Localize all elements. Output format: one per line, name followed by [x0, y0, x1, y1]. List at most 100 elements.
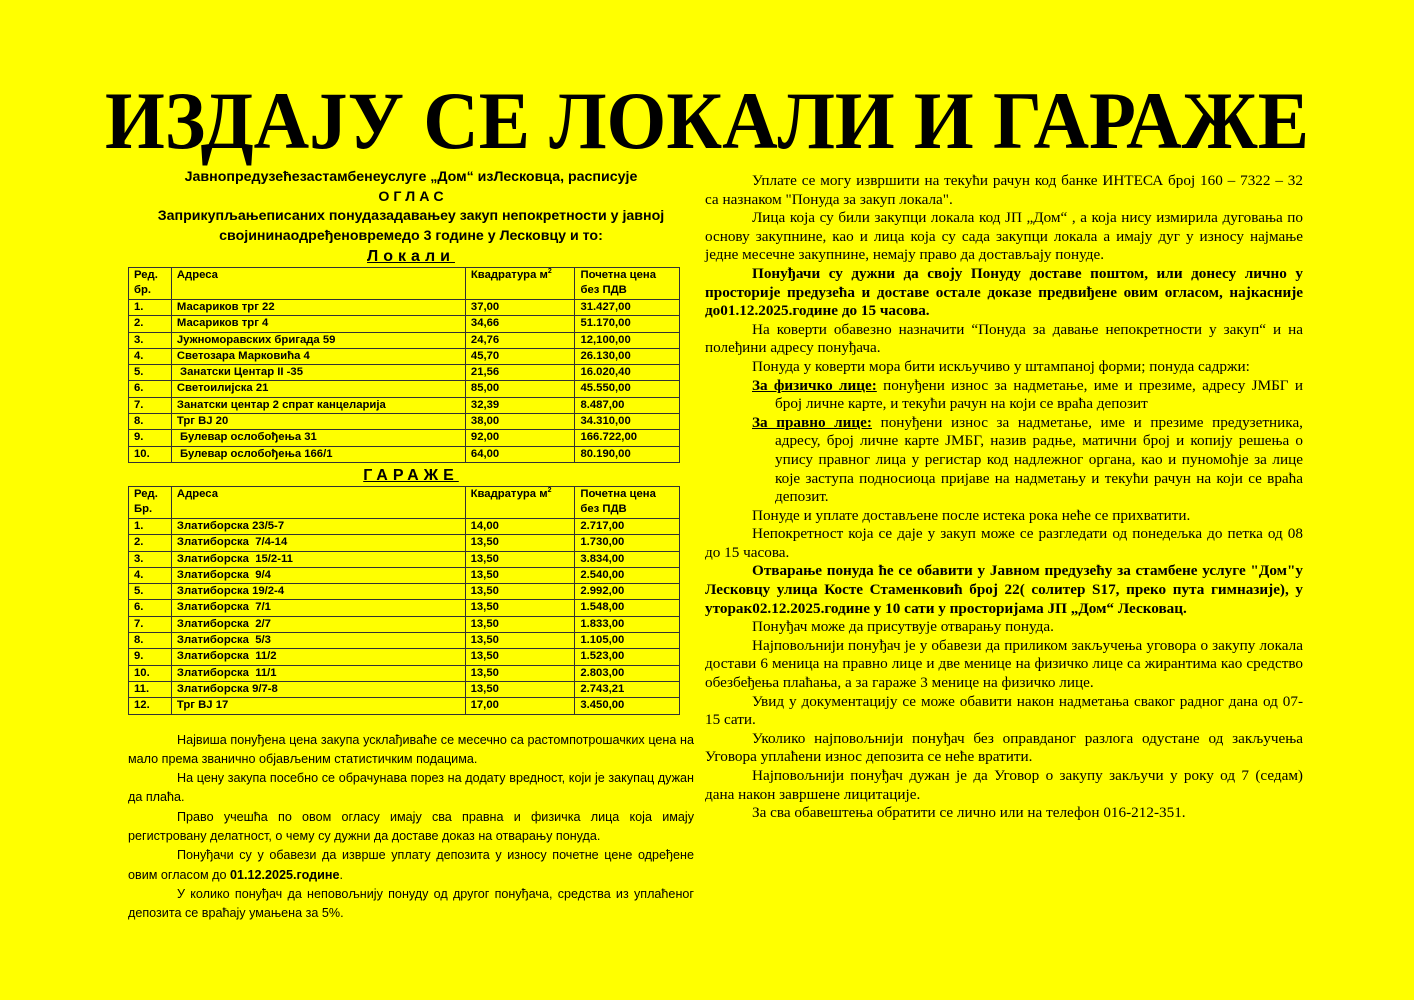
address: Занатски Центар II -35 — [170, 364, 466, 382]
paragraph-text: На коверти обавезно назначити “Понуда за… — [705, 320, 1303, 357]
paragraph-text: понуђени износ за надметање, име и прези… — [775, 413, 1303, 506]
row-number: 8. — [128, 632, 172, 650]
row-number: 2. — [128, 315, 172, 333]
lokali-column-header: Адреса — [170, 267, 466, 300]
starting-price: 1.730,00 — [574, 534, 680, 552]
starting-price: 51.170,00 — [574, 315, 680, 333]
notice-heading: О Г Л А С — [378, 188, 444, 205]
garaze-header-row: Ред. Бр. Адреса Квадратура м2 Почетна цена … — [128, 485, 680, 519]
starting-price: 2.803,00 — [574, 664, 680, 682]
lokali-column-header: Почетна цена без ПДВ — [574, 267, 680, 300]
paragraph-text: Уплате се могу извршити на текући рачун … — [705, 172, 1303, 208]
lokali-table: Ред. бр. Адреса Квадратура м2 Почетна цена … — [128, 267, 680, 463]
notice-subject-line-1: Заприкупљањеписаних понудазадавањеу заку… — [157, 208, 665, 224]
row-number: 8. — [128, 413, 172, 431]
garaze-table-row: 3. Златиборска 15/2-11 13,50 3.834,00 — [128, 550, 680, 568]
paragraph-text: Право учешћа по овом огласу имају сва пр… — [128, 809, 694, 844]
address: Масариков трг 4 — [170, 315, 466, 333]
starting-price: 34.310,00 — [574, 413, 680, 431]
paragraph-text: Понуђачи су у обавези да изврше уплату д… — [128, 848, 694, 882]
garaze-table-row: 6. Златиборска 7/1 13,50 1.548,00 — [128, 599, 680, 617]
starting-price: 1.523,00 — [574, 648, 680, 666]
garaze-heading: ГАРАЖЕ — [363, 466, 459, 484]
right-paragraph: Понуде и уплате достављене после истека … — [705, 507, 1303, 526]
area: 13,50 — [464, 648, 576, 666]
right-paragraph: Најповољнији понуђач је у обавези да при… — [705, 637, 1303, 693]
starting-price: 2.717,00 — [574, 517, 680, 536]
starting-price: 8.487,00 — [574, 396, 680, 415]
starting-price: 1.833,00 — [574, 615, 680, 634]
paragraph-text: Понуда у коверти мора бити искључиво у ш… — [752, 357, 1250, 375]
lokali-column-header: Ред. бр. — [128, 267, 172, 300]
starting-price: 3.834,00 — [574, 550, 680, 568]
superscript: 2 — [547, 487, 552, 495]
lokali-table-row: 8. Трг ВЈ 20 38,00 34.310,00 — [128, 413, 680, 431]
address: Златиборска 19/2-4 — [170, 583, 466, 601]
garaze-column-header: Адреса — [170, 485, 466, 519]
row-number: 3. — [128, 550, 172, 568]
paragraph-text: Увид у документацију се може обавити нак… — [705, 692, 1303, 729]
row-number: 10. — [128, 664, 172, 682]
paragraph-text: Непокретност која се даје у закуп може с… — [705, 525, 1303, 561]
garaze-table-row: 5. Златиборска 19/2-4 13,50 2.992,00 — [128, 583, 680, 601]
garaze-table-row: 11. Златиборска 9/7-8 13,50 2.743,21 — [128, 680, 680, 699]
right-paragraph: За правно лице: понуђени износ за надмет… — [705, 414, 1303, 507]
garaze-column-header: Почетна цена без ПДВ — [574, 485, 680, 519]
area: 13,50 — [464, 599, 576, 617]
garaze-table: Ред. Бр. Адреса Квадратура м2 Почетна цена … — [128, 485, 680, 715]
address: Златиборска 9/7-8 — [170, 680, 466, 699]
row-number: 6. — [128, 599, 172, 617]
address: Златиборска 15/2-11 — [170, 550, 466, 568]
right-paragraph: Понуђач може да присутвује отварању пону… — [705, 618, 1303, 637]
garaze-column-header: Квадратура м2 — [464, 485, 576, 519]
address: Златиборска 11/2 — [170, 648, 466, 666]
address: Златиборска 23/5-7 — [170, 517, 466, 536]
paragraph-text: понуђени износ за надметање, име и прези… — [775, 376, 1303, 413]
right-paragraph: Отварање понуда ће се обавити у Јавном п… — [705, 562, 1303, 618]
address: Булевар ослобођења 31 — [170, 429, 466, 447]
paragraph-text: Лица која су били закупци локала код ЈП … — [705, 209, 1303, 264]
row-number: 9. — [128, 429, 172, 447]
lokali-table-row: 1. Масариков трг 22 37,00 31.427,00 — [128, 298, 680, 317]
column-header-label: Почетна цена без ПДВ — [580, 269, 657, 296]
right-paragraph: Увид у документацију се може обавити нак… — [705, 693, 1303, 730]
left-column: Јавнопредузећезастамбенеуслуге „Дом“ изЛ… — [128, 168, 694, 924]
garaze-table-row: 10. Златиборска 11/1 13,50 2.803,00 — [128, 664, 680, 682]
left-paragraph: На цену закупа посебно се обрачунава пор… — [128, 769, 694, 808]
column-header-label: Адреса — [176, 269, 218, 281]
paragraph-text: За сва обавештења обратити се лично или … — [752, 804, 1186, 822]
address: Занатски центар 2 спрат канцеларија — [170, 396, 466, 415]
entity-type-label: За физичко лице: — [752, 376, 877, 394]
paragraph-text: Понуде и уплате достављене после истека … — [752, 506, 1191, 524]
address: Јужноморавских бригада 59 — [170, 331, 466, 349]
lokali-header-row: Ред. бр. Адреса Квадратура м2 Почетна цена … — [128, 267, 680, 300]
garaze-table-row: 4. Златиборска 9/4 13,50 2.540,00 — [128, 566, 680, 585]
lokali-table-row: 10. Булевар ослобођења 166/1 64,00 80.190,… — [128, 445, 680, 463]
right-paragraph: Понуђачи су дужни да своју Понуду достав… — [705, 265, 1303, 321]
left-paragraph: Право учешћа по овом огласу имају сва пр… — [128, 808, 694, 847]
area: 13,50 — [464, 632, 576, 650]
right-column: Уплате се могу извршити на текући рачун … — [705, 172, 1303, 823]
area: 17,00 — [464, 697, 576, 715]
left-paragraph: У колико понуђач да неповољнију понуду о… — [128, 885, 694, 924]
starting-price: 2.743,21 — [574, 680, 680, 699]
area: 37,00 — [464, 298, 576, 317]
row-number: 4. — [128, 347, 172, 366]
starting-price: 2.540,00 — [574, 566, 680, 585]
lokali-table-row: 2. Масариков трг 4 34,66 51.170,00 — [128, 315, 680, 333]
garaze-table-row: 8. Златиборска 5/3 13,50 1.105,00 — [128, 632, 680, 650]
starting-price: 16.020,40 — [574, 364, 680, 382]
area: 34,66 — [464, 315, 576, 333]
row-number: 6. — [128, 380, 172, 398]
address: Златиборска 11/1 — [170, 664, 466, 682]
row-number: 11. — [128, 680, 172, 699]
right-paragraph: Непокретност која се даје у закуп може с… — [705, 525, 1303, 562]
paragraph-text: Најповољнији понуђач је у обавези да при… — [705, 636, 1303, 692]
right-paragraph: За сва обавештења обратити се лично или … — [705, 804, 1303, 823]
row-number: 1. — [128, 298, 172, 317]
area: 13,50 — [464, 534, 576, 552]
right-paragraph: Уколико најповољнији понуђач без оправда… — [705, 730, 1303, 767]
right-paragraph: Уплате се могу извршити на текући рачун … — [705, 172, 1303, 209]
right-paragraph: За физичко лице: понуђени износ за надме… — [705, 377, 1303, 414]
garaze-table-row: 12. Трг ВЈ 17 17,00 3.450,00 — [128, 697, 680, 715]
